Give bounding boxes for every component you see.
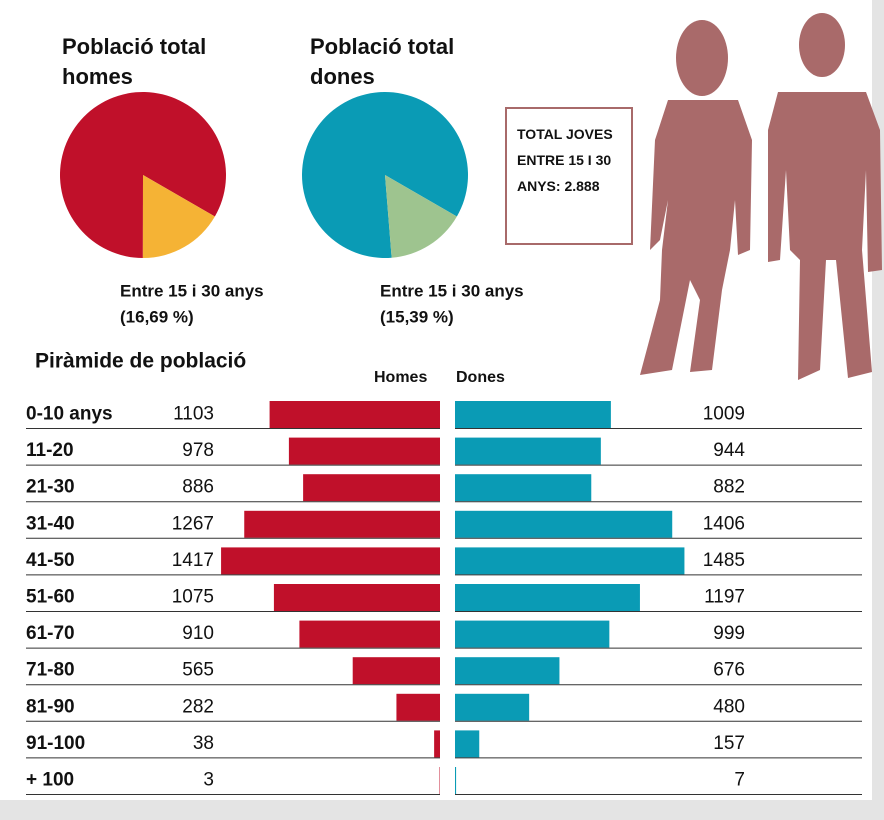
value-label: 1406 [703, 513, 745, 534]
man-head [799, 13, 845, 77]
category-label: 61-70 [26, 623, 75, 644]
value-label: 7 [734, 770, 745, 791]
bar [455, 401, 611, 428]
value-label: 1267 [172, 513, 214, 534]
value-label: 1197 [704, 587, 745, 608]
bar [434, 730, 440, 757]
bar [455, 511, 672, 538]
value-label: 38 [193, 733, 214, 754]
legend-label: Homes [374, 369, 427, 386]
slice-value-label: (16,69 %) [120, 307, 194, 326]
category-label: 11-20 [26, 440, 74, 461]
value-label: 944 [713, 440, 745, 461]
pie-title: Població total dones [310, 32, 500, 92]
bar [353, 657, 440, 684]
value-label: 978 [182, 440, 214, 461]
bar [270, 401, 440, 428]
bar [455, 474, 591, 501]
value-label: 157 [713, 733, 745, 754]
bar [455, 657, 559, 684]
value-label: 886 [182, 477, 214, 498]
category-label: + 100 [26, 770, 74, 791]
value-label: 1417 [172, 550, 214, 571]
bar [455, 694, 529, 721]
value-label: 480 [713, 696, 745, 717]
bar [289, 438, 440, 465]
chart: Entre 15 i 30 anys (16,69 %) Entre 15 i 30… [0, 0, 884, 820]
pie-title: Població total homes [62, 32, 252, 92]
bar [455, 621, 609, 648]
bar [396, 694, 440, 721]
bar [455, 438, 601, 465]
value-label: 676 [713, 660, 745, 681]
man-body [768, 92, 882, 380]
category-label: 21-30 [26, 477, 75, 498]
category-label: 91-100 [26, 733, 85, 754]
bar [274, 584, 440, 611]
infographic: Entre 15 i 30 anys (16,69 %) Entre 15 i 30… [0, 0, 884, 820]
woman-head [676, 20, 728, 96]
value-label: 1009 [703, 404, 745, 425]
value-label: 1103 [173, 404, 214, 425]
category-label: 51-60 [26, 587, 75, 608]
category-label: 71-80 [26, 660, 75, 681]
bar [244, 511, 440, 538]
bar [455, 767, 456, 794]
annotation: TOTAL JOVES ENTRE 15 I 30 ANYS: 2.888 [505, 107, 633, 245]
value-label: 1485 [703, 550, 745, 571]
category-label: 31-40 [26, 513, 75, 534]
legend-label: Dones [456, 369, 505, 386]
slice-value-label: (15,39 %) [380, 307, 454, 326]
value-label: 999 [713, 623, 745, 644]
bar [221, 547, 440, 574]
silhouettes [640, 13, 882, 380]
slice-label: Entre 15 i 30 anys [120, 281, 264, 300]
value-label: 882 [713, 477, 745, 498]
bar [455, 584, 640, 611]
bar [455, 730, 479, 757]
category-label: 0-10 anys [26, 404, 113, 425]
value-label: 910 [182, 623, 214, 644]
value-label: 282 [182, 696, 214, 717]
value-label: 3 [203, 770, 214, 791]
category-label: 41-50 [26, 550, 75, 571]
slice-label: Entre 15 i 30 anys [380, 281, 524, 300]
category-label: 81-90 [26, 696, 75, 717]
bar [455, 547, 684, 574]
value-label: 1075 [172, 587, 214, 608]
value-label: 565 [182, 660, 214, 681]
woman-body [640, 100, 752, 375]
chart-title: Piràmide de població [35, 350, 246, 373]
bar [303, 474, 440, 501]
bar [299, 621, 440, 648]
